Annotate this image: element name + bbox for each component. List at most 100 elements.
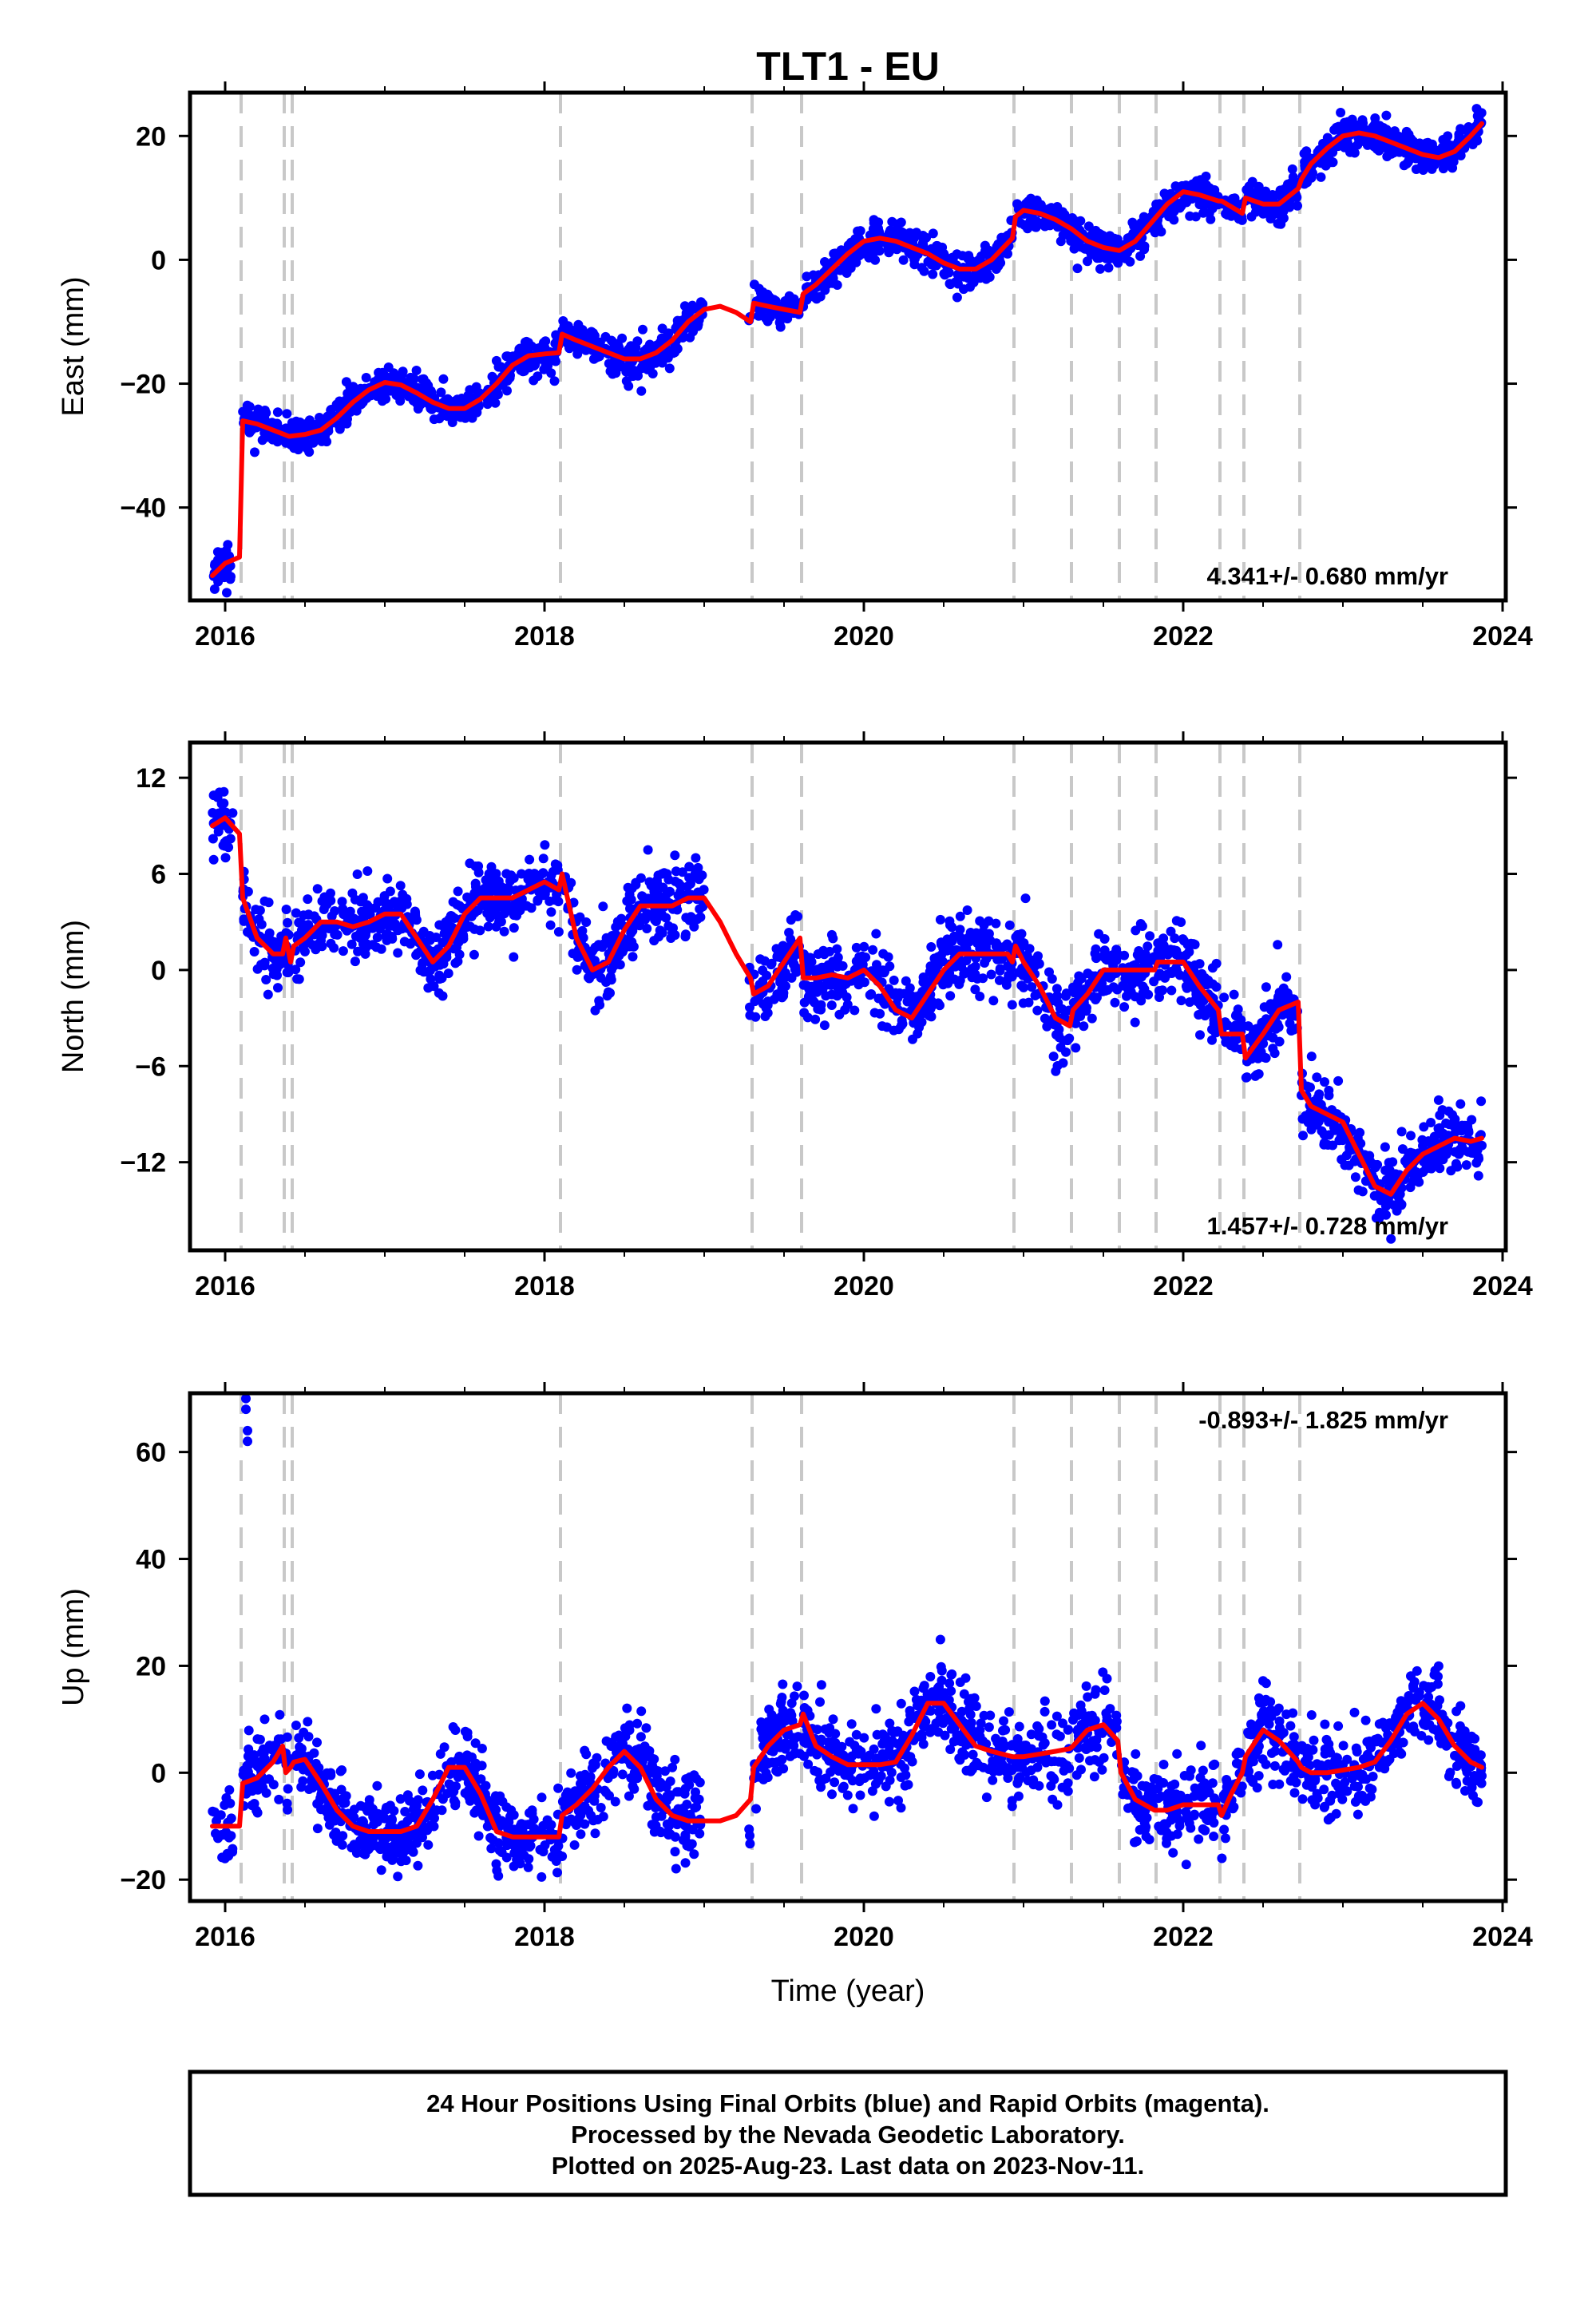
north-point: [356, 894, 366, 905]
north-point: [1138, 981, 1148, 992]
east-point: [1156, 227, 1166, 237]
north-point: [646, 881, 656, 891]
east-point: [945, 279, 956, 290]
north-point: [503, 882, 513, 893]
north-point: [1221, 1020, 1231, 1030]
up-point: [1149, 1774, 1159, 1784]
north-point: [1350, 1172, 1360, 1182]
north-point: [213, 808, 224, 818]
north-point: [317, 930, 327, 941]
east-point: [1455, 150, 1466, 160]
north-point: [1014, 933, 1024, 942]
up-point: [1026, 1729, 1036, 1740]
east-point: [965, 282, 975, 292]
east-point: [755, 294, 766, 304]
east-y-tick-label: 20: [136, 121, 166, 152]
east-point: [493, 362, 504, 372]
north-point: [994, 975, 1004, 985]
north-point: [868, 945, 878, 955]
east-x-tick-label: 2022: [1153, 621, 1214, 652]
up-point: [309, 1748, 319, 1758]
east-point: [282, 409, 292, 419]
east-point: [1198, 175, 1208, 185]
east-point: [1026, 193, 1036, 204]
north-point: [410, 906, 420, 917]
north-point: [826, 929, 837, 940]
east-plot-frame: [188, 90, 1508, 603]
north-y-tick-label: 0: [151, 956, 166, 986]
up-point: [751, 1804, 761, 1814]
north-point: [1285, 1012, 1296, 1022]
north-point: [465, 858, 475, 869]
up-point: [988, 1775, 998, 1785]
north-point: [352, 869, 362, 879]
east-point: [436, 387, 446, 398]
north-point: [1283, 992, 1293, 1001]
north-point: [693, 862, 703, 873]
east-model-line: [210, 121, 1484, 578]
north-point: [1371, 1213, 1381, 1223]
north-point: [1312, 1072, 1322, 1083]
north-point: [283, 917, 293, 928]
north-point: [514, 898, 525, 909]
north-y-tick-label: 6: [151, 860, 166, 890]
north-point: [945, 991, 956, 1001]
north-point: [475, 925, 485, 936]
up-point: [552, 1867, 562, 1878]
east-point: [887, 216, 897, 227]
north-point: [1229, 989, 1239, 1000]
north-point: [382, 873, 393, 884]
east-point: [887, 229, 897, 240]
north-point: [438, 991, 448, 1001]
east-point: [222, 588, 232, 598]
north-point: [1459, 1120, 1470, 1131]
north-point: [595, 1000, 605, 1010]
east-point: [1085, 246, 1095, 256]
north-point: [588, 945, 598, 956]
north-point: [769, 994, 779, 1004]
east-point: [1381, 110, 1392, 121]
up-point: [848, 1804, 858, 1814]
east-point: [244, 427, 255, 438]
up-point: [414, 1769, 425, 1780]
north-point: [1136, 996, 1147, 1006]
north-point: [1149, 976, 1159, 987]
north-point: [874, 965, 885, 976]
north-point: [802, 1012, 813, 1023]
north-point: [602, 991, 612, 1001]
north-point: [296, 918, 307, 929]
up-point: [838, 1781, 849, 1792]
north-point: [674, 878, 684, 889]
north-point: [395, 881, 406, 891]
north-point: [493, 887, 503, 897]
north-point: [968, 972, 978, 982]
north-point: [303, 909, 314, 920]
east-point: [685, 332, 695, 343]
east-point: [1293, 200, 1302, 211]
east-point: [918, 240, 929, 250]
north-point: [832, 991, 842, 1001]
east-point: [964, 251, 974, 261]
north-point: [1209, 1019, 1219, 1029]
east-point: [418, 374, 429, 384]
east-point: [996, 232, 1007, 243]
north-point: [607, 931, 617, 941]
up-point: [1320, 1719, 1330, 1729]
up-point: [1325, 1796, 1335, 1806]
north-point: [926, 1001, 937, 1012]
east-point: [438, 374, 449, 384]
north-point: [1210, 1028, 1221, 1038]
east-point: [361, 373, 371, 382]
north-point: [1333, 1075, 1344, 1086]
east-point: [549, 376, 560, 386]
up-point: [682, 1800, 692, 1809]
east-point: [1419, 157, 1429, 168]
east-point: [896, 217, 906, 228]
up-point: [561, 1820, 571, 1830]
north-point: [337, 897, 347, 907]
north-point: [1134, 946, 1144, 956]
north-point: [214, 787, 224, 798]
north-point: [1051, 1066, 1061, 1076]
north-point: [1271, 1024, 1281, 1034]
east-point: [1129, 221, 1139, 232]
